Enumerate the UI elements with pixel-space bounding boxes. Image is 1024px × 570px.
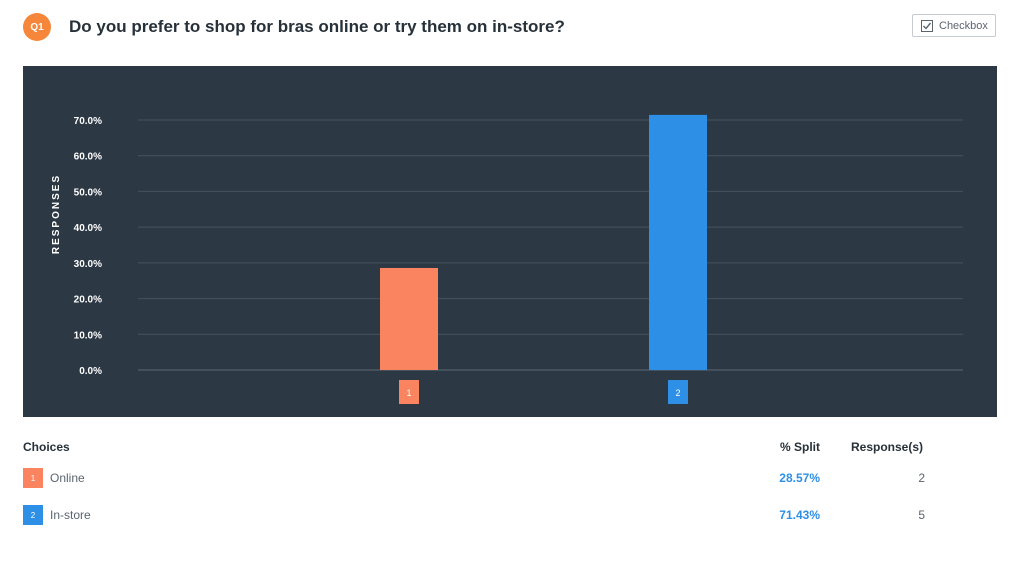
question-type-button[interactable]: Checkbox (912, 14, 996, 37)
y-tick-label: 40.0% (74, 223, 102, 234)
split-header: % Split (779, 440, 820, 454)
choice-row-online: 1 Online 28.57% 2 (0, 468, 1024, 488)
x-tick-label: 2 (675, 388, 680, 398)
question-number-badge: Q1 (23, 13, 51, 41)
choice-label: Online (50, 471, 85, 485)
choices-header: Choices (23, 440, 70, 454)
question-type-label: Checkbox (939, 19, 988, 32)
choice-responses: 5 (918, 508, 925, 522)
choice-split: 28.57% (779, 471, 820, 485)
x-category-marker (668, 380, 688, 404)
choice-row-in-store: 2 In-store 71.43% 5 (0, 505, 1024, 525)
choice-swatch: 1 (23, 468, 43, 488)
x-category-marker (399, 380, 419, 404)
y-tick-label: 10.0% (74, 330, 102, 341)
y-tick-label: 50.0% (74, 187, 102, 198)
chart-panel: 0.0% 10.0% 20.0% 30.0% 40.0% 50.0% 60.0% 70.0% R… (23, 66, 997, 417)
choice-split: 71.43% (779, 508, 820, 522)
bar (649, 114, 707, 370)
responses-header: Response(s) (851, 440, 924, 454)
bar (380, 267, 438, 370)
y-tick-label: 30.0% (74, 259, 102, 270)
x-tick-label: 1 (406, 388, 411, 398)
y-axis-label: RESPONSES (51, 174, 62, 254)
choice-responses: 2 (918, 471, 925, 485)
checkbox-icon (921, 19, 933, 32)
choice-swatch: 2 (23, 505, 43, 525)
bar-chart: 0.0% 10.0% 20.0% 30.0% 40.0% 50.0% 60.0% 70.0% R… (51, 114, 963, 404)
y-tick-label: 0.0% (79, 366, 102, 377)
question-title: Do you prefer to shop for bras online or… (69, 17, 565, 36)
y-tick-label: 20.0% (74, 295, 102, 306)
y-tick-label: 70.0% (74, 116, 102, 127)
choice-label: In-store (50, 508, 91, 522)
y-tick-label: 60.0% (74, 152, 102, 163)
